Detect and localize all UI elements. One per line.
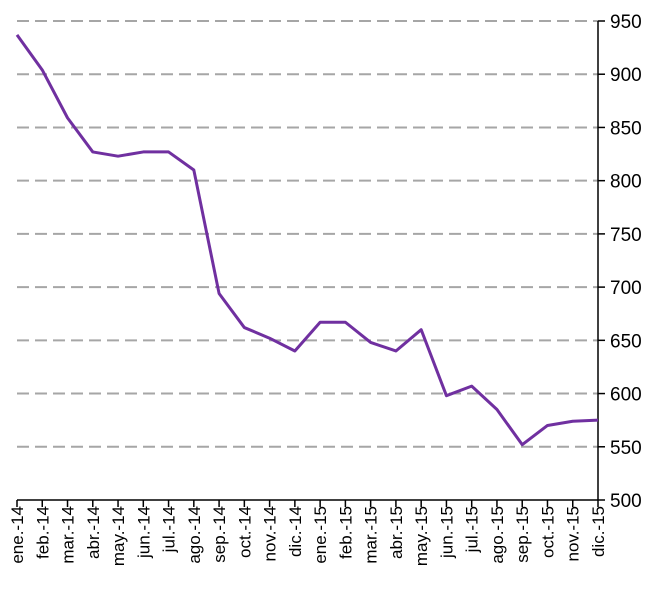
- line: [15, 33, 599, 447]
- x-tick-label: oct.-15: [538, 506, 557, 558]
- y-tick-label: 500: [610, 491, 642, 512]
- y-tick-label: 750: [610, 225, 642, 246]
- x-tick-label: ene.-15: [311, 506, 330, 564]
- x-tick-label: feb.-15: [336, 506, 355, 559]
- x-tick-label: nov.-14: [261, 506, 280, 561]
- x-tick-label: ene.-14: [8, 506, 27, 564]
- y-tick-label: 700: [610, 278, 642, 299]
- x-tick-label: oct.-14: [235, 506, 254, 558]
- x-tick-label: may.-15: [412, 506, 431, 566]
- x-tick-label: mar.-14: [59, 506, 78, 564]
- x-tick-label: dic.-15: [589, 506, 608, 557]
- x-tick-label: abr.-15: [387, 506, 406, 559]
- x-tick-label: sep.-15: [513, 506, 532, 563]
- x-tick-label: jun.-14: [134, 506, 153, 559]
- y-tick-label: 900: [610, 65, 642, 86]
- y-tick-label: 950: [610, 12, 642, 33]
- x-tick-label: may.-14: [109, 506, 128, 566]
- x-tick-label: jul.-15: [463, 506, 482, 553]
- y-tick-label: 800: [610, 172, 642, 193]
- x-tick-label: abr.-14: [84, 506, 103, 559]
- y-tick-label: 600: [610, 385, 642, 406]
- x-tick-label: mar.-15: [362, 506, 381, 564]
- x-tick-label: jun.-15: [437, 506, 456, 559]
- y-tick-label: 650: [610, 331, 642, 352]
- x-tick-label: ago.-15: [488, 506, 507, 564]
- y-tick-label: 550: [610, 438, 642, 459]
- x-tick-label: sep.-14: [210, 506, 229, 563]
- x-tick-label: jul.-14: [160, 506, 179, 553]
- y-tick-label: 850: [610, 118, 642, 139]
- x-tick-label: ago.-14: [185, 506, 204, 564]
- x-tick-label: nov.-15: [564, 506, 583, 561]
- x-tick-label: feb.-14: [33, 506, 52, 559]
- x-tick-label: dic.-14: [286, 506, 305, 557]
